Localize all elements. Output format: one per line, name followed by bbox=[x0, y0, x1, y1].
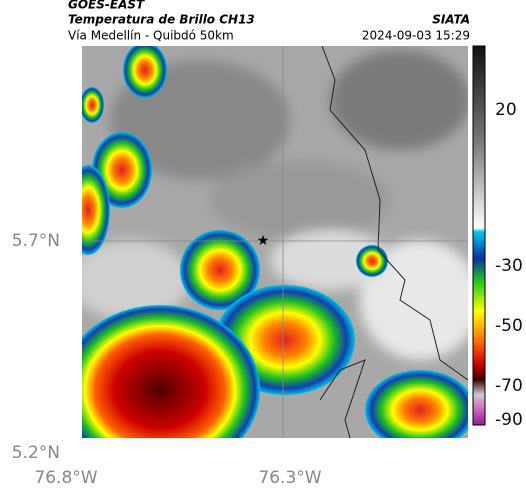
colorbar bbox=[472, 45, 486, 426]
colorbar-tick-label: -50 bbox=[495, 316, 523, 336]
title: Temperatura de Brillo CH13 bbox=[68, 13, 255, 27]
colorbar-tick-label: -90 bbox=[495, 410, 523, 430]
subtitle: Vía Medellín - Quibdó 50km bbox=[68, 29, 234, 43]
lat-label: 5.7°N bbox=[12, 231, 60, 251]
lon-label: 76.3°W bbox=[258, 468, 321, 488]
colorbar-tick-label: -30 bbox=[495, 256, 523, 276]
svg-text:★: ★ bbox=[257, 233, 270, 249]
lat-label: 5.2°N bbox=[12, 443, 60, 463]
colorbar-tick-label: -70 bbox=[495, 376, 523, 396]
satellite-image: ★ bbox=[82, 46, 468, 438]
timestamp: 2024-09-03 15:29 bbox=[362, 29, 470, 43]
colorbar-ticks: 20 -30 -50 -70 -90 bbox=[495, 100, 523, 430]
source: SIATA bbox=[432, 13, 470, 27]
colorbar-tick-label: 20 bbox=[495, 100, 517, 120]
lon-label: 76.8°W bbox=[34, 468, 97, 488]
product: GOES-EAST bbox=[68, 0, 145, 12]
